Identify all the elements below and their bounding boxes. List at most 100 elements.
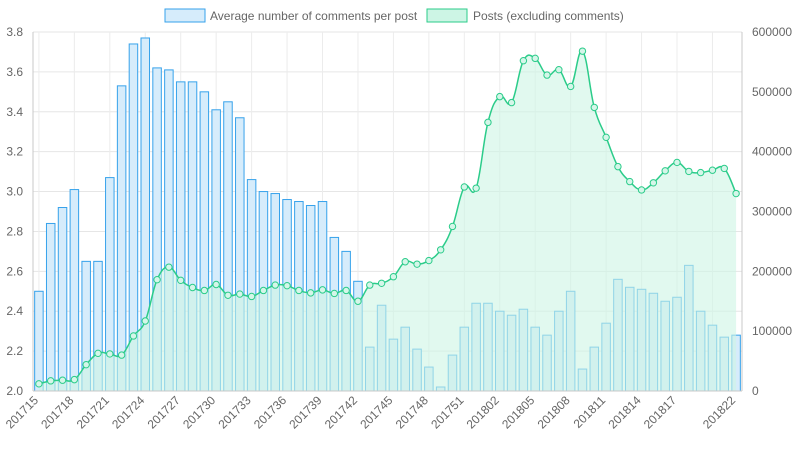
area-point[interactable] — [425, 256, 433, 265]
x-tick-label: 201736 — [251, 393, 289, 431]
area-point[interactable] — [236, 290, 244, 298]
area-point[interactable] — [448, 222, 457, 231]
area-point[interactable] — [141, 317, 149, 325]
area-point[interactable] — [531, 54, 539, 63]
y-left-tick-label: 3.6 — [6, 65, 23, 79]
area-point[interactable] — [153, 276, 161, 284]
x-tick-label: 201715 — [3, 393, 41, 431]
x-tick-label: 201739 — [286, 393, 324, 431]
legend-label-comments[interactable]: Average number of comments per post — [210, 9, 418, 23]
legend[interactable]: Average number of comments per post Post… — [164, 8, 624, 23]
x-tick-label: 201817 — [641, 393, 679, 431]
area-point[interactable] — [602, 133, 610, 142]
area-point[interactable] — [200, 286, 209, 295]
area-point[interactable] — [708, 166, 717, 174]
area-point[interactable] — [484, 118, 492, 127]
area-point[interactable] — [330, 289, 339, 298]
x-tick-label: 201805 — [499, 393, 537, 431]
area-point[interactable] — [614, 162, 622, 171]
area-point[interactable] — [436, 246, 445, 254]
y-left-tick-label: 3.2 — [6, 145, 23, 159]
bar[interactable] — [34, 290, 44, 392]
area-point[interactable] — [58, 376, 67, 384]
area-point[interactable] — [732, 189, 740, 198]
area-point[interactable] — [543, 71, 551, 79]
area-point[interactable] — [590, 103, 598, 112]
area-point[interactable] — [70, 375, 79, 384]
area-point[interactable] — [177, 276, 185, 285]
area-point[interactable] — [507, 98, 516, 107]
x-tick-label: 201751 — [428, 393, 466, 431]
area-point[interactable] — [165, 263, 173, 271]
area-point[interactable] — [673, 158, 681, 167]
bar[interactable] — [57, 207, 68, 392]
area-point[interactable] — [519, 57, 528, 65]
area-point[interactable] — [578, 47, 587, 55]
area-point[interactable] — [685, 167, 693, 176]
area-point[interactable] — [460, 183, 469, 191]
legend-label-posts[interactable]: Posts (excluding comments) — [473, 9, 624, 23]
y-right-tick-label: 500000 — [752, 85, 792, 99]
area-point[interactable] — [555, 65, 563, 74]
y-right-tick-label: 0 — [752, 384, 759, 398]
area-point[interactable] — [224, 291, 232, 299]
area-point[interactable] — [377, 279, 386, 287]
y-right-tick-label: 600000 — [752, 25, 792, 39]
y-left-tick-label: 3.4 — [6, 105, 23, 119]
x-tick-label: 201822 — [700, 393, 738, 431]
legend-swatch-comments[interactable] — [164, 8, 206, 23]
area-point[interactable] — [318, 286, 327, 294]
y-left-tick-label: 2.4 — [6, 304, 23, 318]
area-point[interactable] — [212, 280, 220, 289]
area-point[interactable] — [247, 292, 256, 301]
area-point[interactable] — [306, 289, 315, 297]
area-point[interactable] — [271, 281, 279, 289]
area-point[interactable] — [366, 281, 374, 289]
area-point[interactable] — [35, 380, 43, 388]
area-point[interactable] — [637, 186, 646, 194]
area-point[interactable] — [283, 281, 291, 290]
x-tick-label: 201814 — [605, 393, 643, 431]
area-point[interactable] — [117, 351, 126, 359]
x-tick-label: 201733 — [216, 393, 254, 431]
y-left-tick-label: 3.8 — [6, 25, 23, 39]
area-point[interactable] — [354, 297, 362, 305]
y-left-tick-label: 2.2 — [6, 344, 23, 358]
y-right-tick-label: 400000 — [752, 145, 792, 159]
x-tick-label: 201718 — [38, 393, 76, 431]
y-left-tick-label: 2.6 — [6, 264, 23, 278]
area-point[interactable] — [342, 286, 350, 295]
y-right-tick-label: 200000 — [752, 264, 792, 278]
area-point[interactable] — [47, 377, 55, 385]
x-tick-label: 201721 — [74, 393, 112, 431]
x-tick-label: 201724 — [109, 393, 147, 431]
area-point[interactable] — [626, 177, 634, 186]
area-point[interactable] — [649, 179, 658, 187]
area-point[interactable] — [566, 82, 575, 91]
bar[interactable] — [69, 189, 80, 392]
y-left-tick-label: 2.0 — [6, 384, 23, 398]
x-tick-label: 201745 — [357, 393, 395, 431]
area-point[interactable] — [661, 167, 669, 175]
area-point[interactable] — [401, 258, 409, 266]
area-point[interactable] — [389, 273, 398, 281]
area-point[interactable] — [188, 283, 197, 292]
area-point[interactable] — [295, 286, 303, 295]
area-point[interactable] — [94, 349, 102, 358]
x-tick-label: 201727 — [145, 393, 183, 431]
x-tick-label: 201808 — [535, 393, 573, 431]
area-point[interactable] — [259, 286, 268, 295]
bar[interactable] — [45, 222, 56, 392]
area-point[interactable] — [720, 164, 728, 173]
area-point[interactable] — [496, 92, 504, 101]
area-point[interactable] — [106, 350, 114, 358]
area-point[interactable] — [129, 332, 138, 340]
area-point[interactable] — [696, 168, 705, 177]
legend-swatch-posts[interactable] — [426, 8, 468, 23]
area-point[interactable] — [413, 260, 421, 268]
bar[interactable] — [116, 85, 127, 392]
area-point[interactable] — [472, 184, 480, 192]
area-point[interactable] — [82, 360, 90, 369]
x-tick-label: 201811 — [571, 393, 609, 431]
